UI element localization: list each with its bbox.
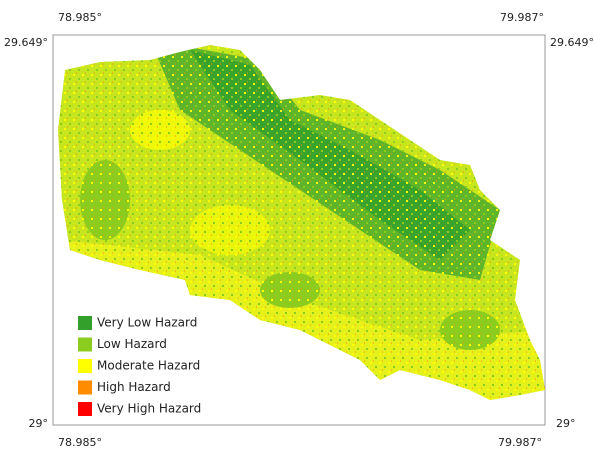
lat-label: 29° [29,417,49,430]
legend-label: Very Low Hazard [97,316,197,330]
lon-label: 79.987° [500,11,544,24]
lat-label: 29.649° [4,36,48,49]
lat-label: 29.649° [550,36,594,49]
lon-label: 78.985° [58,11,102,24]
lat-label: 29° [556,417,576,430]
legend: Very Low Hazard Low Hazard Moderate Hazard… [78,316,201,416]
legend-label: High Hazard [97,380,171,394]
legend-label: Moderate Hazard [97,359,200,373]
legend-swatch [78,402,92,416]
lon-label: 79.987° [498,436,542,449]
legend-label: Very High Hazard [97,402,201,416]
legend-swatch [78,337,92,352]
legend-swatch [78,359,92,373]
legend-label: Low Hazard [97,337,167,351]
legend-swatch [78,316,92,330]
lon-label: 78.985° [58,436,102,449]
legend-swatch [78,380,92,395]
